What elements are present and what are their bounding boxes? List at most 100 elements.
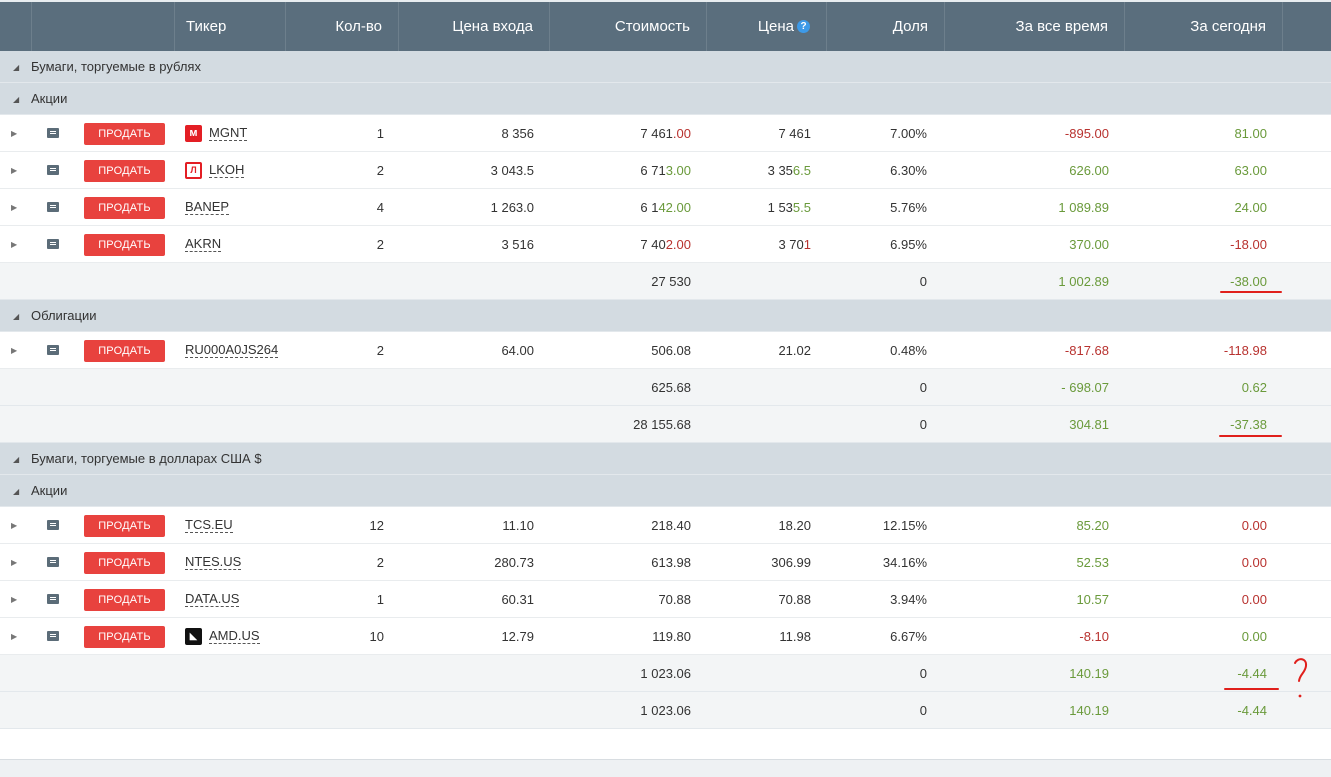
ticker-cell[interactable]: BANEP xyxy=(185,199,230,215)
comment-icon[interactable] xyxy=(47,594,59,604)
ticker-link[interactable]: AMD.US xyxy=(209,628,260,644)
group-rub-stocks[interactable]: ◢ Акции xyxy=(0,83,1331,115)
comment-icon[interactable] xyxy=(47,165,59,175)
cost-total: 625.68 xyxy=(651,379,691,395)
expand-row-icon[interactable]: ▶ xyxy=(11,557,18,567)
expand-row-icon[interactable]: ▶ xyxy=(11,594,18,604)
header-entry-price[interactable]: Цена входа xyxy=(399,2,550,51)
table-row[interactable]: ▶ ПРОДАТЬ AKRN 2 3 516 7 402.00 3 701 6.… xyxy=(0,226,1331,263)
sell-button[interactable]: ПРОДАТЬ xyxy=(84,340,165,362)
header-ticker-label: Тикер xyxy=(186,18,227,35)
entry-price-value: 60.31 xyxy=(501,591,534,607)
expand-row-icon[interactable]: ▶ xyxy=(11,128,18,138)
comment-icon[interactable] xyxy=(47,557,59,567)
ticker-link[interactable]: RU000A0JS264 xyxy=(185,342,279,358)
today-value: 0.00 xyxy=(1241,628,1267,644)
today-value: -118.98 xyxy=(1223,342,1267,358)
collapse-triangle-icon[interactable]: ◢ xyxy=(13,312,20,321)
ticker-link[interactable]: DATA.US xyxy=(185,591,240,607)
ticker-link[interactable]: BANEP xyxy=(185,199,230,215)
entry-price-value: 8 356 xyxy=(501,125,534,141)
cost-value: 6 142.00 xyxy=(640,200,691,215)
today-total: 0.62 xyxy=(1241,379,1267,395)
ticker-link[interactable]: AKRN xyxy=(185,236,222,252)
all-time-value: 52.53 xyxy=(1076,554,1109,570)
qty-value: 1 xyxy=(376,125,384,141)
group-usd-stocks[interactable]: ◢ Акции xyxy=(0,475,1331,507)
table-row[interactable]: ▶ ПРОДАТЬ NTES.US 2 280.73 613.98 306.99… xyxy=(0,544,1331,581)
table-row[interactable]: ▶ ПРОДАТЬ ◣ AMD.US 10 12.79 119.80 11.98 … xyxy=(0,618,1331,655)
header-price[interactable]: Цена? xyxy=(707,2,827,51)
share-value: 6.67% xyxy=(890,628,927,644)
ticker-cell[interactable]: ◣ AMD.US xyxy=(185,627,260,645)
comment-icon[interactable] xyxy=(47,520,59,530)
expand-row-icon[interactable]: ▶ xyxy=(11,631,18,641)
header-all-time[interactable]: За все время xyxy=(945,2,1125,51)
table-row[interactable]: ▶ ПРОДАТЬ DATA.US 1 60.31 70.88 70.88 3.… xyxy=(0,581,1331,618)
today-value: 0.00 xyxy=(1241,517,1267,533)
ticker-link[interactable]: LKOH xyxy=(209,162,245,178)
ticker-link[interactable]: MGNT xyxy=(209,125,248,141)
expand-row-icon[interactable]: ▶ xyxy=(11,165,18,175)
table-row[interactable]: ▶ ПРОДАТЬ TCS.EU 12 11.10 218.40 18.20 1… xyxy=(0,507,1331,544)
sell-button[interactable]: ПРОДАТЬ xyxy=(84,123,165,145)
today-total: -38.00 xyxy=(1230,273,1267,289)
comment-icon[interactable] xyxy=(47,631,59,641)
ticker-cell[interactable]: TCS.EU xyxy=(185,517,233,533)
entry-price-value: 1 263.0 xyxy=(490,199,534,215)
sell-button[interactable]: ПРОДАТЬ xyxy=(84,589,165,611)
header-all-time-label: За все время xyxy=(1015,18,1108,35)
help-icon[interactable]: ? xyxy=(797,20,810,33)
header-ticker[interactable]: Тикер xyxy=(175,2,286,51)
header-filler xyxy=(1283,2,1331,51)
table-row[interactable]: ▶ ПРОДАТЬ BANEP 4 1 263.0 6 142.00 1 535… xyxy=(0,189,1331,226)
header-today[interactable]: За сегодня xyxy=(1125,2,1283,51)
ticker-cell[interactable]: м MGNT xyxy=(185,124,248,142)
qty-value: 2 xyxy=(376,342,384,358)
sell-button[interactable]: ПРОДАТЬ xyxy=(84,626,165,648)
collapse-triangle-icon[interactable]: ◢ xyxy=(13,63,20,72)
header-qty[interactable]: Кол-во xyxy=(286,2,399,51)
expand-row-icon[interactable]: ▶ xyxy=(11,239,18,249)
comment-icon[interactable] xyxy=(47,202,59,212)
group-rub-bonds-label: Облигации xyxy=(31,308,97,323)
expand-row-icon[interactable]: ▶ xyxy=(11,520,18,530)
collapse-triangle-icon[interactable]: ◢ xyxy=(13,487,20,496)
header-cost[interactable]: Стоимость xyxy=(550,2,707,51)
magnit-logo-icon: м xyxy=(185,124,202,142)
share-value: 5.76% xyxy=(890,199,927,215)
collapse-triangle-icon[interactable]: ◢ xyxy=(13,95,20,104)
group-usd-stocks-label: Акции xyxy=(31,483,68,498)
table-row[interactable]: ▶ ПРОДАТЬ м MGNT 1 8 356 7 461.00 7 461 7… xyxy=(0,115,1331,152)
annotation-underline xyxy=(1220,291,1282,293)
group-rub-bonds[interactable]: ◢ Облигации xyxy=(0,300,1331,332)
sell-button[interactable]: ПРОДАТЬ xyxy=(84,234,165,256)
amd-logo-icon: ◣ xyxy=(185,627,202,645)
sell-button[interactable]: ПРОДАТЬ xyxy=(84,197,165,219)
ticker-link[interactable]: NTES.US xyxy=(185,554,242,570)
ticker-cell[interactable]: NTES.US xyxy=(185,554,242,570)
comment-icon[interactable] xyxy=(47,128,59,138)
header-share[interactable]: Доля xyxy=(827,2,945,51)
all-time-total: 140.19 xyxy=(1069,702,1109,718)
table-row[interactable]: ▶ ПРОДАТЬ RU000A0JS264 2 64.00 506.08 21… xyxy=(0,332,1331,369)
sell-button[interactable]: ПРОДАТЬ xyxy=(84,515,165,537)
comment-icon[interactable] xyxy=(47,239,59,249)
comment-icon[interactable] xyxy=(47,345,59,355)
sell-button[interactable]: ПРОДАТЬ xyxy=(84,552,165,574)
ticker-cell[interactable]: DATA.US xyxy=(185,591,240,607)
expand-row-icon[interactable]: ▶ xyxy=(11,202,18,212)
cost-value: 218.40 xyxy=(651,517,691,533)
today-value: 81.00 xyxy=(1234,125,1267,141)
sell-button[interactable]: ПРОДАТЬ xyxy=(84,160,165,182)
group-usd[interactable]: ◢ Бумаги, торгуемые в долларах США $ xyxy=(0,443,1331,475)
ticker-cell[interactable]: RU000A0JS264 xyxy=(185,342,279,358)
ticker-cell[interactable]: Л LKOH xyxy=(185,161,245,179)
price-value-changed: 5.5 xyxy=(792,199,811,215)
ticker-link[interactable]: TCS.EU xyxy=(185,517,233,533)
collapse-triangle-icon[interactable]: ◢ xyxy=(13,455,20,464)
expand-row-icon[interactable]: ▶ xyxy=(11,345,18,355)
ticker-cell[interactable]: AKRN xyxy=(185,236,222,252)
group-rub[interactable]: ◢ Бумаги, торгуемые в рублях xyxy=(0,51,1331,83)
table-row[interactable]: ▶ ПРОДАТЬ Л LKOH 2 3 043.5 6 713.00 3 356… xyxy=(0,152,1331,189)
